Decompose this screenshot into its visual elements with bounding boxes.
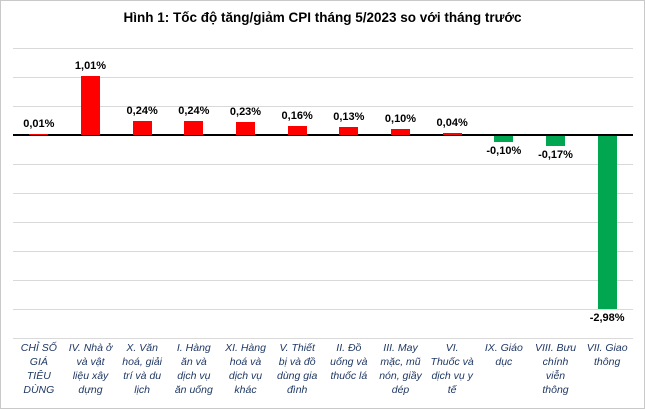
gridline [13, 222, 633, 223]
bar [546, 136, 565, 146]
gridline [13, 164, 633, 165]
bar-value-label: 0,13% [333, 111, 365, 124]
gridline [13, 309, 633, 310]
gridline [13, 280, 633, 281]
gridline [13, 193, 633, 194]
x-axis-category-label: VIII. Bưu chính viễn thông [534, 342, 577, 396]
bar [287, 125, 307, 135]
bar [132, 121, 152, 135]
chart-title: Hình 1: Tốc độ tăng/giảm CPI tháng 5/202… [123, 10, 522, 25]
bar-value-label: 1,01% [74, 60, 107, 73]
bar-value-label: -0,10% [486, 144, 522, 157]
x-axis-category-label: III. May mặc, mũ nón, giầy dép [379, 342, 422, 396]
bar [81, 76, 100, 135]
bar [339, 127, 359, 135]
bar [597, 136, 617, 309]
x-axis-category-label: X. Văn hoá, giải trí và du lịch [122, 342, 162, 396]
bar-value-label: -2,98% [589, 311, 625, 324]
gridline [13, 77, 633, 78]
x-axis-category-label: VI. Thuốc và dịch vụ y tế [430, 342, 474, 396]
gridline [13, 338, 633, 339]
bar-value-label: 0,16% [281, 109, 313, 122]
bar-value-label: 0,04% [436, 116, 468, 129]
bar-value-label: 0,01% [23, 118, 55, 131]
x-axis-category-label: VII. Giao thông [586, 342, 628, 368]
x-axis-category-label: II. Đồ uống và thuốc lá [330, 342, 368, 382]
bar-value-label: -0,17% [538, 148, 573, 161]
gridline [13, 48, 633, 49]
bar [442, 132, 462, 135]
gridline [13, 251, 633, 252]
x-axis-category-label: XI. Hàng hoá và dịch vụ khác [225, 342, 266, 396]
bar [494, 136, 514, 142]
bar [29, 134, 49, 136]
bar-value-label: 0,23% [229, 105, 262, 118]
x-axis-category-label: CHỈ SỐ GIÁ TIÊU DÙNG [20, 342, 57, 396]
bar-value-label: 0,10% [384, 113, 417, 126]
gridline [13, 106, 633, 107]
bar [184, 121, 204, 135]
bar-value-label: 0,24% [178, 105, 210, 118]
x-axis-category-label: IV. Nhà ở và vật liệu xây dựng [68, 342, 113, 396]
bar [236, 121, 255, 135]
x-axis-category-label: V. Thiết bị và đồ dùng gia đình [277, 342, 318, 396]
x-axis-category-label: IX. Giáo dục [484, 342, 523, 368]
x-axis-category-label: I. Hàng ăn và dịch vụ ăn uống [174, 342, 213, 396]
zero-axis-line [13, 134, 633, 136]
bar [391, 129, 410, 135]
bar-value-label: 0,24% [126, 105, 158, 118]
